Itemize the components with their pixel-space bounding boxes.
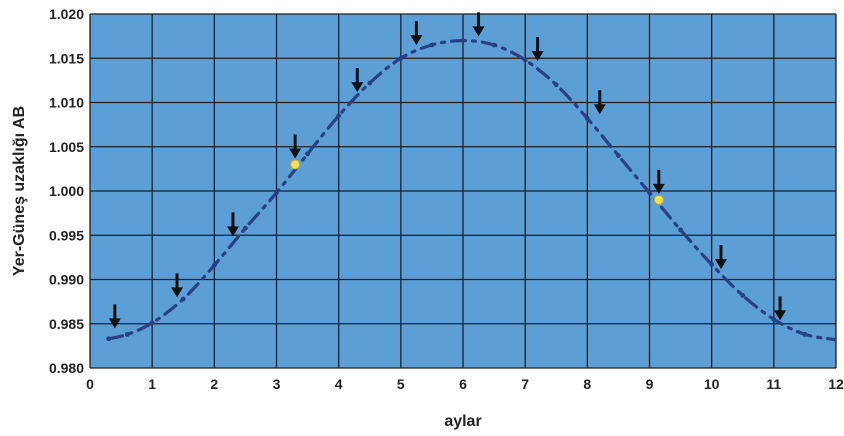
series-point xyxy=(367,80,373,86)
arrow-head xyxy=(410,35,423,46)
series-point xyxy=(647,190,652,196)
arrow-marker xyxy=(774,296,787,321)
y-tick-label: 0.985 xyxy=(49,316,84,332)
x-tick-label: 10 xyxy=(704,376,720,392)
series-point xyxy=(460,38,466,43)
series-point xyxy=(584,116,590,121)
arrow-head xyxy=(351,82,364,93)
series-point xyxy=(616,153,621,159)
arrow-marker xyxy=(410,21,423,46)
y-tick-label: 1.015 xyxy=(49,50,84,66)
series-layer xyxy=(106,38,836,343)
series-point xyxy=(709,262,715,267)
arrow-head xyxy=(171,287,184,298)
x-tick-label: 5 xyxy=(397,376,405,392)
series-point xyxy=(522,57,528,63)
series-point xyxy=(336,113,342,119)
y-tick-label: 1.005 xyxy=(49,139,84,155)
highlight-layer xyxy=(290,159,664,205)
x-tick-label: 7 xyxy=(521,376,529,392)
x-tick-label: 1 xyxy=(148,376,156,392)
x-tick-label: 12 xyxy=(828,376,844,392)
series-point xyxy=(802,331,808,337)
x-tick-label: 3 xyxy=(273,376,281,392)
series-point xyxy=(429,42,435,48)
arrow-head xyxy=(714,259,727,270)
y-tick-label: 1.020 xyxy=(49,6,84,22)
x-tick-label: 9 xyxy=(646,376,654,392)
arrow-head xyxy=(472,26,485,37)
x-axis-title: aylar xyxy=(444,413,481,430)
arrow-head xyxy=(531,51,544,62)
y-axis-title: Yer-Güneş uzaklığı AB xyxy=(11,106,28,276)
x-tick-label: 2 xyxy=(210,376,218,392)
arrow-head xyxy=(226,226,239,237)
series-point xyxy=(124,331,130,337)
arrow-marker xyxy=(289,134,302,159)
x-tick-label: 11 xyxy=(766,376,781,392)
arrow-marker xyxy=(472,12,485,37)
series-point xyxy=(243,225,248,231)
series-point xyxy=(833,337,836,343)
x-tick-label: 0 xyxy=(86,376,94,392)
x-tick-label: 4 xyxy=(335,376,343,392)
arrow-marker xyxy=(593,90,606,115)
series-point xyxy=(398,55,404,61)
series-point xyxy=(553,82,559,88)
arrow-head xyxy=(593,104,606,115)
series-point xyxy=(211,262,217,268)
arrow-marker xyxy=(531,37,544,62)
arrow-head xyxy=(289,148,302,159)
arrow-marker xyxy=(171,273,184,298)
x-tick-labels: 0 1 2 3 4 5 6 7 8 9 10 11 12 xyxy=(86,376,844,392)
x-tick-label: 6 xyxy=(459,376,467,392)
series-point xyxy=(678,227,683,233)
arrow-head xyxy=(774,310,787,321)
arrow-marker xyxy=(652,169,665,194)
y-tick-label: 0.995 xyxy=(49,227,84,243)
highlight-point xyxy=(290,159,301,170)
series-point xyxy=(491,42,497,48)
arrow-head xyxy=(652,183,665,194)
x-tick-label: 8 xyxy=(583,376,591,392)
arrow-marker xyxy=(714,245,727,270)
y-tick-label: 1.010 xyxy=(49,95,84,111)
series-point xyxy=(274,190,279,196)
y-tick-label: 0.980 xyxy=(49,360,84,376)
y-tick-label: 1.000 xyxy=(49,183,84,199)
arrow-marker xyxy=(351,68,364,93)
highlight-point xyxy=(653,194,664,205)
series-point xyxy=(740,293,746,298)
y-tick-labels: 0.980 0.985 0.990 0.995 1.000 1.005 1.010 1.015… xyxy=(49,6,84,376)
series-point xyxy=(180,296,186,302)
arrow-marker xyxy=(226,212,239,237)
arrow-layer xyxy=(108,12,787,329)
y-tick-label: 0.990 xyxy=(49,272,84,288)
series-point xyxy=(149,320,155,326)
series-point xyxy=(305,151,310,157)
series-point xyxy=(106,336,112,342)
series-point xyxy=(771,316,777,322)
arrow-head xyxy=(108,318,121,329)
arrow-marker xyxy=(108,304,121,329)
